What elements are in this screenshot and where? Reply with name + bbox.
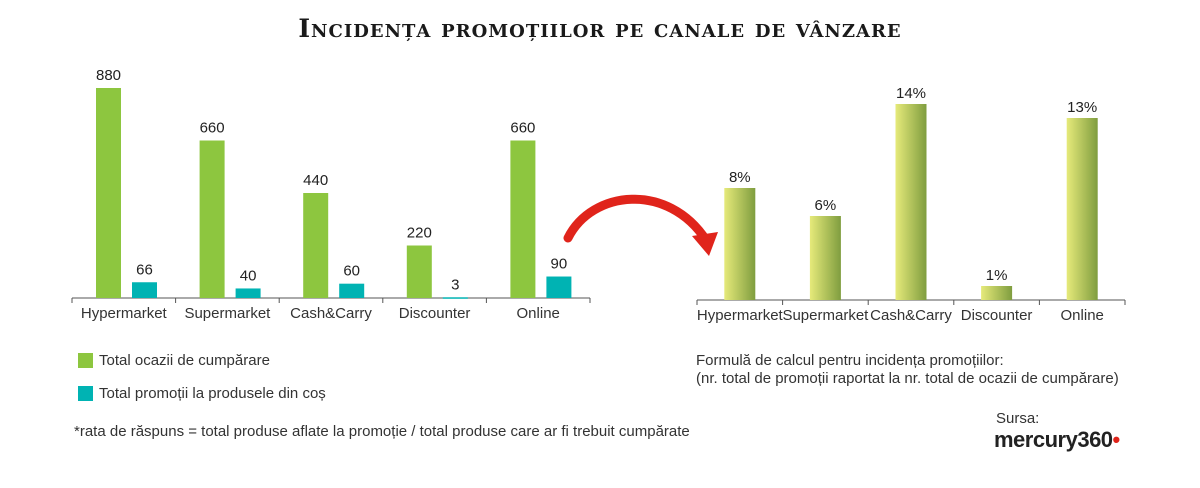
value-label: 8% xyxy=(729,169,751,186)
value-label: 880 xyxy=(96,67,121,84)
bar-ocazii-online xyxy=(510,140,536,298)
bar-incidenta-online xyxy=(1066,118,1098,300)
value-label: 1% xyxy=(986,267,1008,284)
tick-label-supermarket: Supermarket xyxy=(184,305,271,322)
value-label: 40 xyxy=(240,267,257,284)
legend-swatch-teal xyxy=(78,386,93,401)
bar-incidenta-supermarket xyxy=(809,216,841,300)
bar-ocazii-cash-carry xyxy=(303,193,329,298)
tick-label-cash-carry: Cash&Carry xyxy=(870,307,952,324)
legend-label: Total promoții la produsele din coș xyxy=(99,385,326,402)
formula-line-1: Formulă de calcul pentru incidența promo… xyxy=(696,352,1004,369)
formula-line-2: (nr. total de promoții raportat la nr. t… xyxy=(696,370,1119,387)
formula-text: Formulă de calcul pentru incidența promo… xyxy=(696,352,1119,388)
tick-label-cash-carry: Cash&Carry xyxy=(290,305,372,322)
bar-incidenta-discounter xyxy=(981,286,1013,300)
tick-label-discounter: Discounter xyxy=(961,307,1033,324)
right-bar-chart: 8% Hypermarket 6% Supermarket 14% Cash&Carry 1… xyxy=(696,85,1126,324)
red-arrow-head xyxy=(692,232,718,256)
source-label: Sursa: xyxy=(996,410,1040,427)
tick-label-hypermarket: Hypermarket xyxy=(81,305,168,322)
bar-ocazii-hypermarket xyxy=(96,88,121,298)
value-label: 660 xyxy=(200,120,225,137)
value-label: 66 xyxy=(136,261,153,278)
legend-swatch-green xyxy=(78,353,93,368)
bar-ocazii-discounter xyxy=(406,245,432,298)
bar-promotii-supermarket xyxy=(235,288,261,298)
value-label: 6% xyxy=(815,197,837,214)
value-label: 13% xyxy=(1067,99,1097,116)
value-label: 220 xyxy=(407,225,432,242)
value-label: 60 xyxy=(343,263,360,280)
mercury360-logo: mercury360• xyxy=(994,427,1120,453)
legend-item-total-promotii: Total promoții la produsele din coș xyxy=(78,385,326,402)
value-label: 14% xyxy=(896,85,926,102)
value-label: 660 xyxy=(510,120,535,137)
tick-label-hypermarket: Hypermarket xyxy=(697,307,784,324)
bar-promotii-hypermarket xyxy=(132,282,157,298)
tick-label-supermarket: Supermarket xyxy=(782,307,869,324)
logo-text: mercury360 xyxy=(994,427,1113,452)
footnote: *rata de răspuns = total produse aflate … xyxy=(74,423,690,440)
bar-incidenta-cash-carry xyxy=(895,104,927,300)
chart-title: Incidența promoțiilor pe canale de vânza… xyxy=(298,14,902,43)
logo-dot: • xyxy=(1112,427,1121,452)
legend-label: Total ocazii de cumpărare xyxy=(99,352,270,369)
value-label: 90 xyxy=(551,256,568,273)
legend-item-total-ocazii: Total ocazii de cumpărare xyxy=(78,352,270,369)
tick-label-online: Online xyxy=(517,305,560,322)
left-bar-chart: 880 66 Hypermarket 660 40 Supermarket 440 60 Cas… xyxy=(71,67,591,322)
value-label: 440 xyxy=(303,172,328,189)
red-arrow xyxy=(563,194,711,245)
bar-incidenta-hypermarket xyxy=(724,188,756,300)
tick-label-discounter: Discounter xyxy=(399,305,471,322)
tick-label-online: Online xyxy=(1061,307,1104,324)
bar-promotii-cash-carry xyxy=(339,283,365,298)
value-label: 3 xyxy=(451,276,459,293)
bar-ocazii-supermarket xyxy=(199,140,225,298)
bar-promotii-discounter xyxy=(442,297,468,299)
bar-promotii-online xyxy=(546,276,572,298)
